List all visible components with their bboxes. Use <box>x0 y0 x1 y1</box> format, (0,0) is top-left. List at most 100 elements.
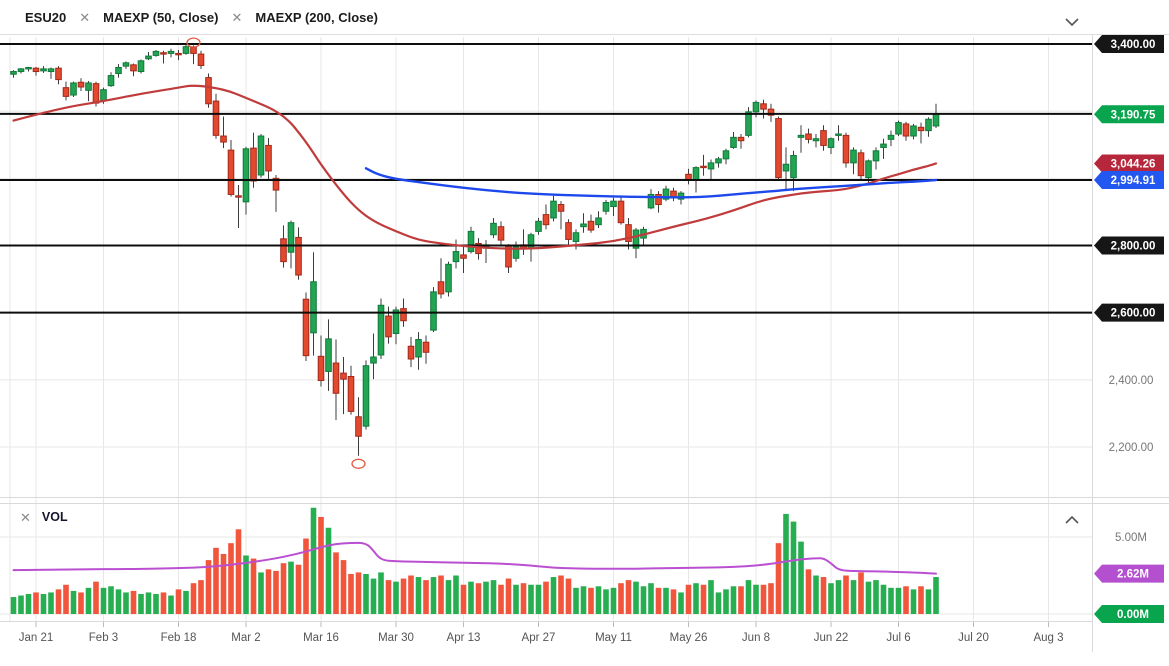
price-badge: 3,044.26 <box>1094 154 1164 173</box>
ellipse-annotation[interactable] <box>351 458 366 469</box>
volume-bar <box>828 583 834 614</box>
volume-bar <box>445 580 452 614</box>
volume-bar <box>933 577 939 614</box>
volume-bar <box>873 580 879 614</box>
volume-bar <box>745 580 752 614</box>
volume-bar <box>355 572 362 614</box>
candle <box>782 163 790 172</box>
symbol-tab[interactable]: ESU20 <box>25 9 67 25</box>
candle <box>715 158 722 164</box>
volume-bar <box>325 527 332 614</box>
candle <box>647 193 655 209</box>
candle <box>415 339 422 358</box>
volume-bar <box>618 583 624 614</box>
volume-ma-line <box>12 541 937 575</box>
candle <box>595 217 602 226</box>
volume-bar <box>438 575 444 614</box>
candle <box>340 372 347 380</box>
candle <box>902 123 910 137</box>
volume-bar <box>10 597 17 614</box>
candle <box>332 362 340 394</box>
volume-bar <box>475 583 482 614</box>
remove-ma50-icon[interactable]: ✕ <box>79 9 91 25</box>
volume-bar <box>288 561 294 614</box>
x-axis-label: Feb 3 <box>89 632 118 644</box>
volume-bar <box>415 577 422 614</box>
volume-bar <box>138 593 144 614</box>
candle <box>400 308 407 322</box>
x-axis-label: Jul 20 <box>958 632 989 644</box>
candle <box>370 356 377 364</box>
candle <box>910 125 917 137</box>
volume-bar <box>40 593 47 614</box>
volume-bar <box>183 590 189 614</box>
price-badge: 2,994.91 <box>1094 171 1164 190</box>
chevron-up-icon[interactable] <box>1062 510 1082 530</box>
volume-bar <box>243 555 249 614</box>
candle <box>362 365 370 427</box>
volume-bar <box>318 516 324 614</box>
indicator-label-ma200[interactable]: MAEXP (200, Close) <box>255 9 378 25</box>
candle <box>272 177 280 191</box>
candle <box>872 150 880 162</box>
price-badge-text: 2,994.91 <box>1111 175 1156 187</box>
volume-bar <box>115 589 122 614</box>
candle <box>752 101 760 113</box>
candle <box>280 238 287 263</box>
candle <box>730 136 737 148</box>
candle <box>212 100 220 136</box>
volume-bar <box>550 577 557 614</box>
volume-bar <box>603 589 609 614</box>
volume-bar <box>18 595 24 614</box>
price-badge-text: 3,400.00 <box>1111 39 1156 51</box>
ellipse-annotation[interactable] <box>186 37 201 48</box>
candle <box>565 222 572 240</box>
volume-bar <box>895 587 902 614</box>
volume-bar <box>655 587 662 614</box>
price-badge-text: 2,600.00 <box>1111 308 1156 320</box>
price-badge: 2,600.00 <box>1094 303 1164 322</box>
volume-bar <box>505 578 512 614</box>
price-badge-text: 2,800.00 <box>1111 241 1156 253</box>
candle <box>227 149 235 195</box>
price-badge-shape <box>1094 236 1164 255</box>
volume-bar <box>160 592 167 614</box>
chevron-down-icon[interactable] <box>1062 12 1082 32</box>
volume-bar <box>430 577 437 614</box>
volume-bar <box>715 592 722 614</box>
remove-ma200-icon[interactable]: ✕ <box>231 9 243 25</box>
candle <box>47 68 55 73</box>
volume-bar <box>190 583 197 614</box>
candle <box>700 165 707 169</box>
candle <box>812 138 820 142</box>
price-badge-shape <box>1094 171 1164 190</box>
candle <box>17 68 25 73</box>
volume-bar <box>520 583 527 614</box>
volume-bar <box>483 581 489 614</box>
volume-bar <box>850 580 857 614</box>
volume-bar <box>790 521 797 614</box>
candle <box>535 220 542 232</box>
volume-bar <box>265 569 272 614</box>
volume-bar <box>513 584 519 614</box>
candle <box>775 118 782 179</box>
volume-bar <box>813 575 819 614</box>
volume-bar <box>408 575 414 614</box>
remove-volume-icon[interactable]: ✕ <box>20 509 31 525</box>
volume-bar <box>78 592 84 614</box>
price-badge: 3,400.00 <box>1094 35 1164 53</box>
candle <box>475 242 482 255</box>
candle <box>722 150 730 160</box>
price-badge: 2.62M <box>1094 564 1164 583</box>
volume-bar <box>558 575 564 614</box>
volume-pane-header: ✕ VOL <box>20 510 68 524</box>
indicator-label-ma50[interactable]: MAEXP (50, Close) <box>103 9 219 25</box>
candle <box>430 291 437 331</box>
axis-layer: 2,400.00 2,200.00 5.00M 3,400.00 3,190.75 3,0… <box>19 35 1164 644</box>
candle <box>655 193 662 206</box>
candle <box>287 222 295 253</box>
candle <box>265 144 272 172</box>
volume-bar <box>70 590 77 614</box>
volume-bar <box>490 580 497 614</box>
